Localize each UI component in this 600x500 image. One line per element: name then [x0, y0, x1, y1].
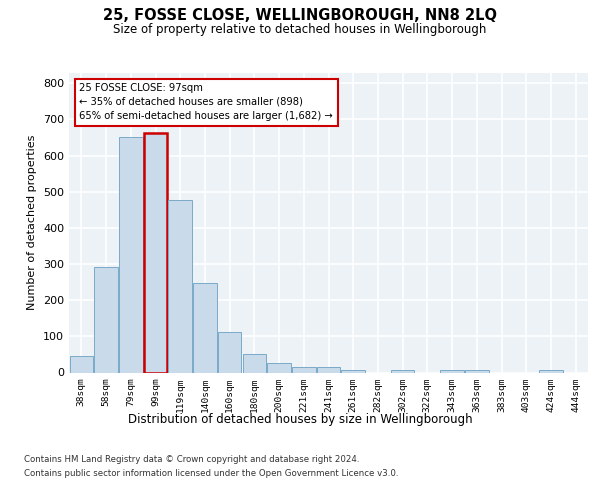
- Bar: [465, 370, 488, 372]
- Y-axis label: Number of detached properties: Number of detached properties: [28, 135, 37, 310]
- Text: 25, FOSSE CLOSE, WELLINGBOROUGH, NN8 2LQ: 25, FOSSE CLOSE, WELLINGBOROUGH, NN8 2LQ: [103, 8, 497, 22]
- Text: Contains HM Land Registry data © Crown copyright and database right 2024.: Contains HM Land Registry data © Crown c…: [24, 455, 359, 464]
- Bar: [242, 354, 266, 372]
- Bar: [193, 283, 217, 372]
- Bar: [218, 332, 241, 372]
- Bar: [268, 364, 291, 372]
- Bar: [70, 356, 93, 372]
- Bar: [169, 200, 192, 372]
- Text: 25 FOSSE CLOSE: 97sqm
← 35% of detached houses are smaller (898)
65% of semi-det: 25 FOSSE CLOSE: 97sqm ← 35% of detached …: [79, 83, 333, 121]
- Bar: [144, 133, 167, 372]
- Bar: [94, 266, 118, 372]
- Bar: [539, 370, 563, 372]
- Bar: [292, 368, 316, 372]
- Bar: [119, 137, 143, 372]
- Text: Size of property relative to detached houses in Wellingborough: Size of property relative to detached ho…: [113, 22, 487, 36]
- Bar: [341, 370, 365, 372]
- Text: Contains public sector information licensed under the Open Government Licence v3: Contains public sector information licen…: [24, 468, 398, 477]
- Text: Distribution of detached houses by size in Wellingborough: Distribution of detached houses by size …: [128, 412, 472, 426]
- Bar: [391, 370, 415, 372]
- Bar: [317, 368, 340, 372]
- Bar: [440, 370, 464, 372]
